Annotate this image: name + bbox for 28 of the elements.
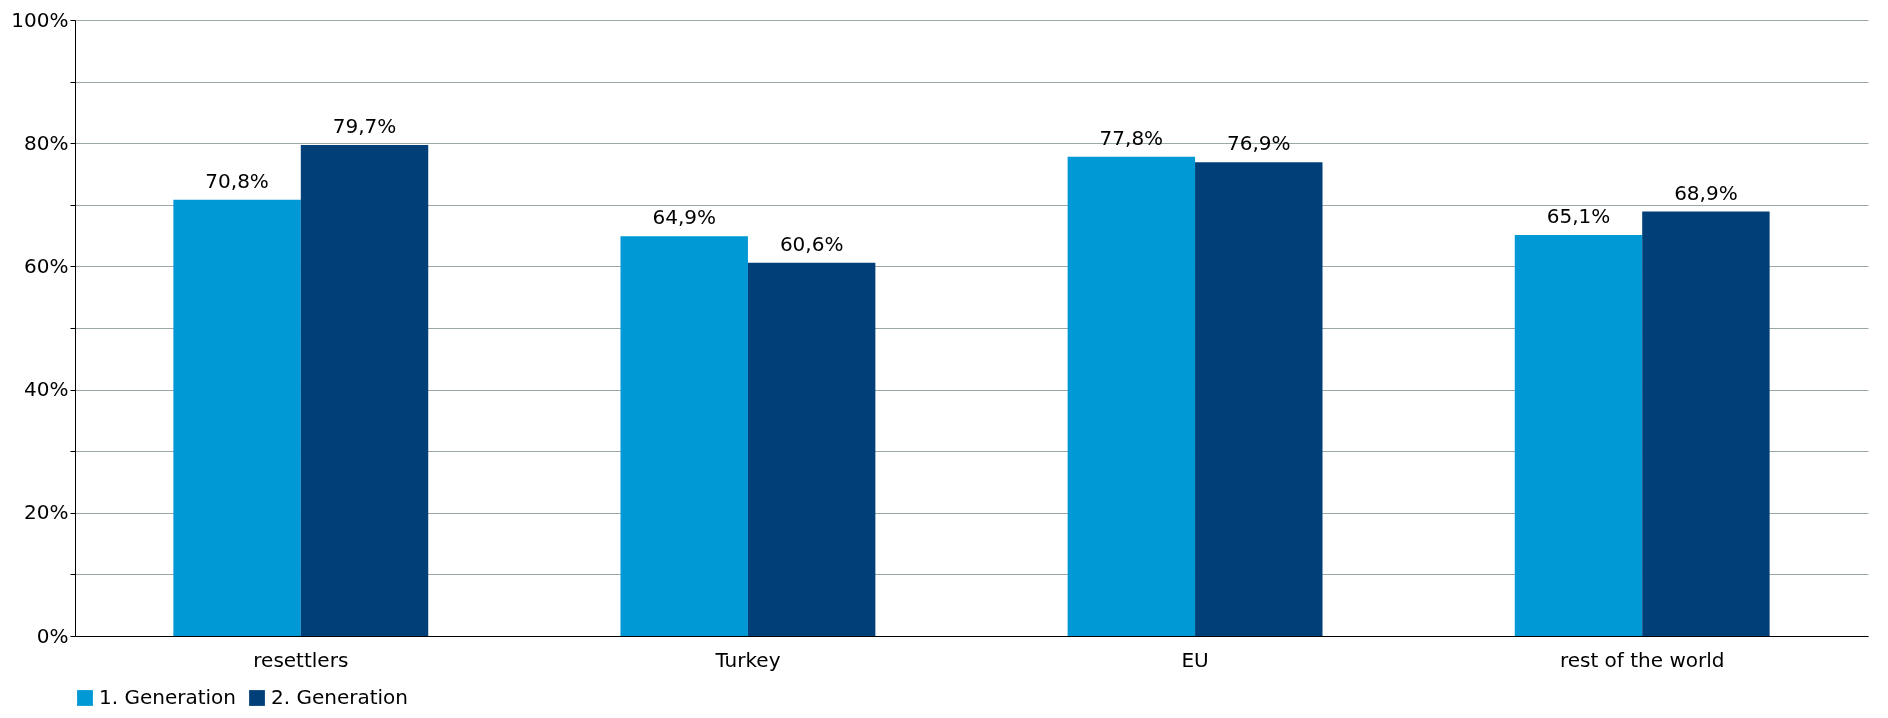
bar bbox=[300, 145, 429, 636]
bar bbox=[747, 262, 876, 636]
data-label: 60,6% bbox=[779, 231, 844, 256]
y-tick-label: 20% bbox=[24, 500, 69, 525]
legend-label: 1. Generation bbox=[99, 685, 237, 709]
data-label: 64,9% bbox=[652, 205, 716, 230]
data-label: 68,9% bbox=[1674, 180, 1738, 205]
bar bbox=[1514, 234, 1643, 636]
bar bbox=[1642, 211, 1770, 636]
y-tick-label: 80% bbox=[24, 130, 69, 155]
x-tick-label: resettlers bbox=[253, 647, 349, 672]
y-tick-label: 40% bbox=[24, 377, 69, 402]
data-label: 76,9% bbox=[1227, 131, 1291, 156]
y-tick-label: 0% bbox=[36, 623, 69, 648]
data-label: 70,8% bbox=[205, 168, 269, 193]
x-tick-label: Turkey bbox=[714, 647, 781, 672]
bar bbox=[173, 199, 301, 636]
data-label: 79,7% bbox=[332, 114, 397, 139]
bar bbox=[620, 236, 748, 636]
data-label: 65,1% bbox=[1546, 203, 1611, 228]
y-tick-label: 100% bbox=[11, 7, 69, 32]
legend-label: 2. Generation bbox=[271, 685, 409, 709]
y-tick-label: 60% bbox=[24, 253, 69, 278]
bar bbox=[1067, 156, 1196, 636]
data-label: 77,8% bbox=[1099, 125, 1164, 150]
bar bbox=[1195, 162, 1323, 636]
x-tick-label: rest of the world bbox=[1559, 647, 1725, 672]
x-tick-label: EU bbox=[1181, 647, 1209, 672]
